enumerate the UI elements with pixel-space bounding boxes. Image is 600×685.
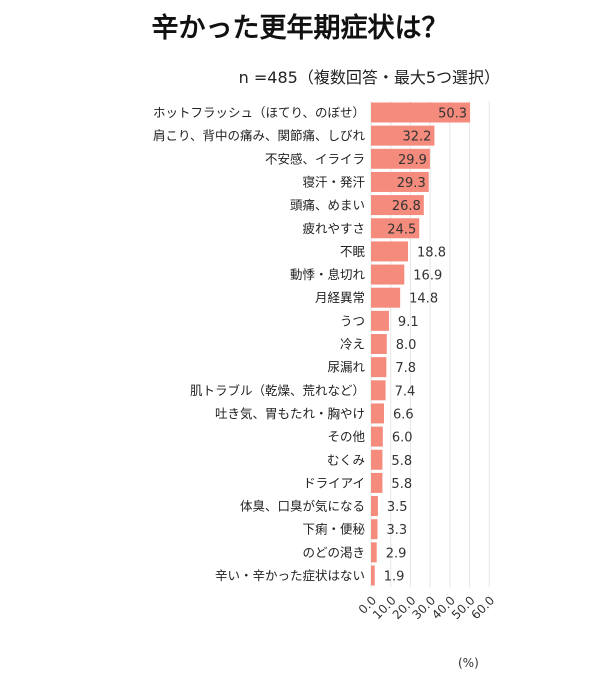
data-label: 1.9	[384, 570, 405, 585]
bar	[371, 519, 378, 540]
category-label: 肩こり、背中の痛み、関節痛、しびれ	[153, 128, 366, 143]
category-label: 体臭、口臭が気になる	[240, 499, 365, 514]
data-label: 3.5	[387, 500, 408, 515]
category-label: 冷え	[340, 337, 365, 352]
data-label: 18.8	[417, 245, 446, 260]
data-label: 2.9	[386, 546, 407, 561]
category-label: のどの渇き	[302, 545, 365, 560]
category-label: 下痢・便秘	[302, 522, 365, 537]
bar	[371, 264, 405, 285]
category-label: 寝汗・発汗	[302, 174, 365, 189]
axis-unit: (%)	[458, 656, 479, 670]
data-label: 50.3	[438, 107, 467, 122]
data-label: 16.9	[413, 269, 442, 284]
category-label: 不眠	[340, 244, 366, 259]
category-label: うつ	[340, 313, 365, 328]
x-tick-label: 60.0	[469, 593, 498, 622]
bar	[371, 102, 471, 123]
data-label: 6.0	[392, 431, 413, 446]
category-label: 吐き気、胃もたれ・胸やけ	[215, 406, 365, 421]
category-label: 月経異常	[315, 290, 365, 305]
bar	[371, 426, 383, 447]
bar	[371, 148, 430, 169]
data-label: 3.3	[387, 523, 408, 538]
chart-subtitle: n =485（複数回答・最大5つ選択）	[238, 68, 500, 87]
data-label: 29.3	[397, 176, 426, 191]
category-label: 疲れやすさ	[302, 221, 365, 236]
data-label: 9.1	[398, 315, 419, 330]
bar	[371, 496, 378, 517]
data-label: 7.4	[395, 384, 416, 399]
category-label: むくみ	[327, 452, 365, 467]
data-label: 5.8	[391, 454, 412, 469]
data-label: 5.8	[391, 477, 412, 492]
data-label: 6.6	[393, 407, 414, 422]
bar	[371, 565, 375, 586]
chart-title: 辛かった更年期症状は？	[151, 13, 449, 44]
bar	[371, 357, 387, 378]
category-label: 肌トラブル（乾燥、荒れなど）	[190, 383, 365, 398]
bar	[371, 334, 387, 354]
category-label: 辛い・辛かった症状はない	[215, 568, 365, 583]
bar	[371, 287, 401, 308]
category-label: ホットフラッシュ（ほてり、のぼせ）	[153, 105, 365, 120]
data-label: 24.5	[387, 222, 416, 237]
category-label: 不安感、イライラ	[265, 151, 365, 166]
category-label: 動悸・息切れ	[290, 267, 366, 282]
bar	[371, 218, 420, 239]
bar	[371, 125, 435, 146]
category-label: 尿漏れ	[327, 360, 365, 375]
data-label: 32.2	[402, 130, 431, 145]
bar	[371, 241, 409, 262]
bar	[371, 542, 377, 563]
category-label: 頭痛、めまい	[290, 198, 365, 213]
bar	[371, 472, 383, 493]
bar	[371, 403, 385, 424]
category-label: その他	[327, 429, 365, 444]
bar	[371, 171, 429, 192]
bar	[371, 449, 383, 470]
bar	[371, 380, 386, 401]
bar	[371, 310, 389, 331]
data-label: 8.0	[396, 338, 417, 353]
bar	[371, 195, 424, 216]
data-label: 26.8	[392, 199, 421, 214]
data-label: 7.8	[395, 361, 416, 376]
category-label: ドライアイ	[303, 475, 365, 490]
data-label: 29.9	[398, 153, 427, 168]
data-label: 14.8	[409, 292, 438, 307]
